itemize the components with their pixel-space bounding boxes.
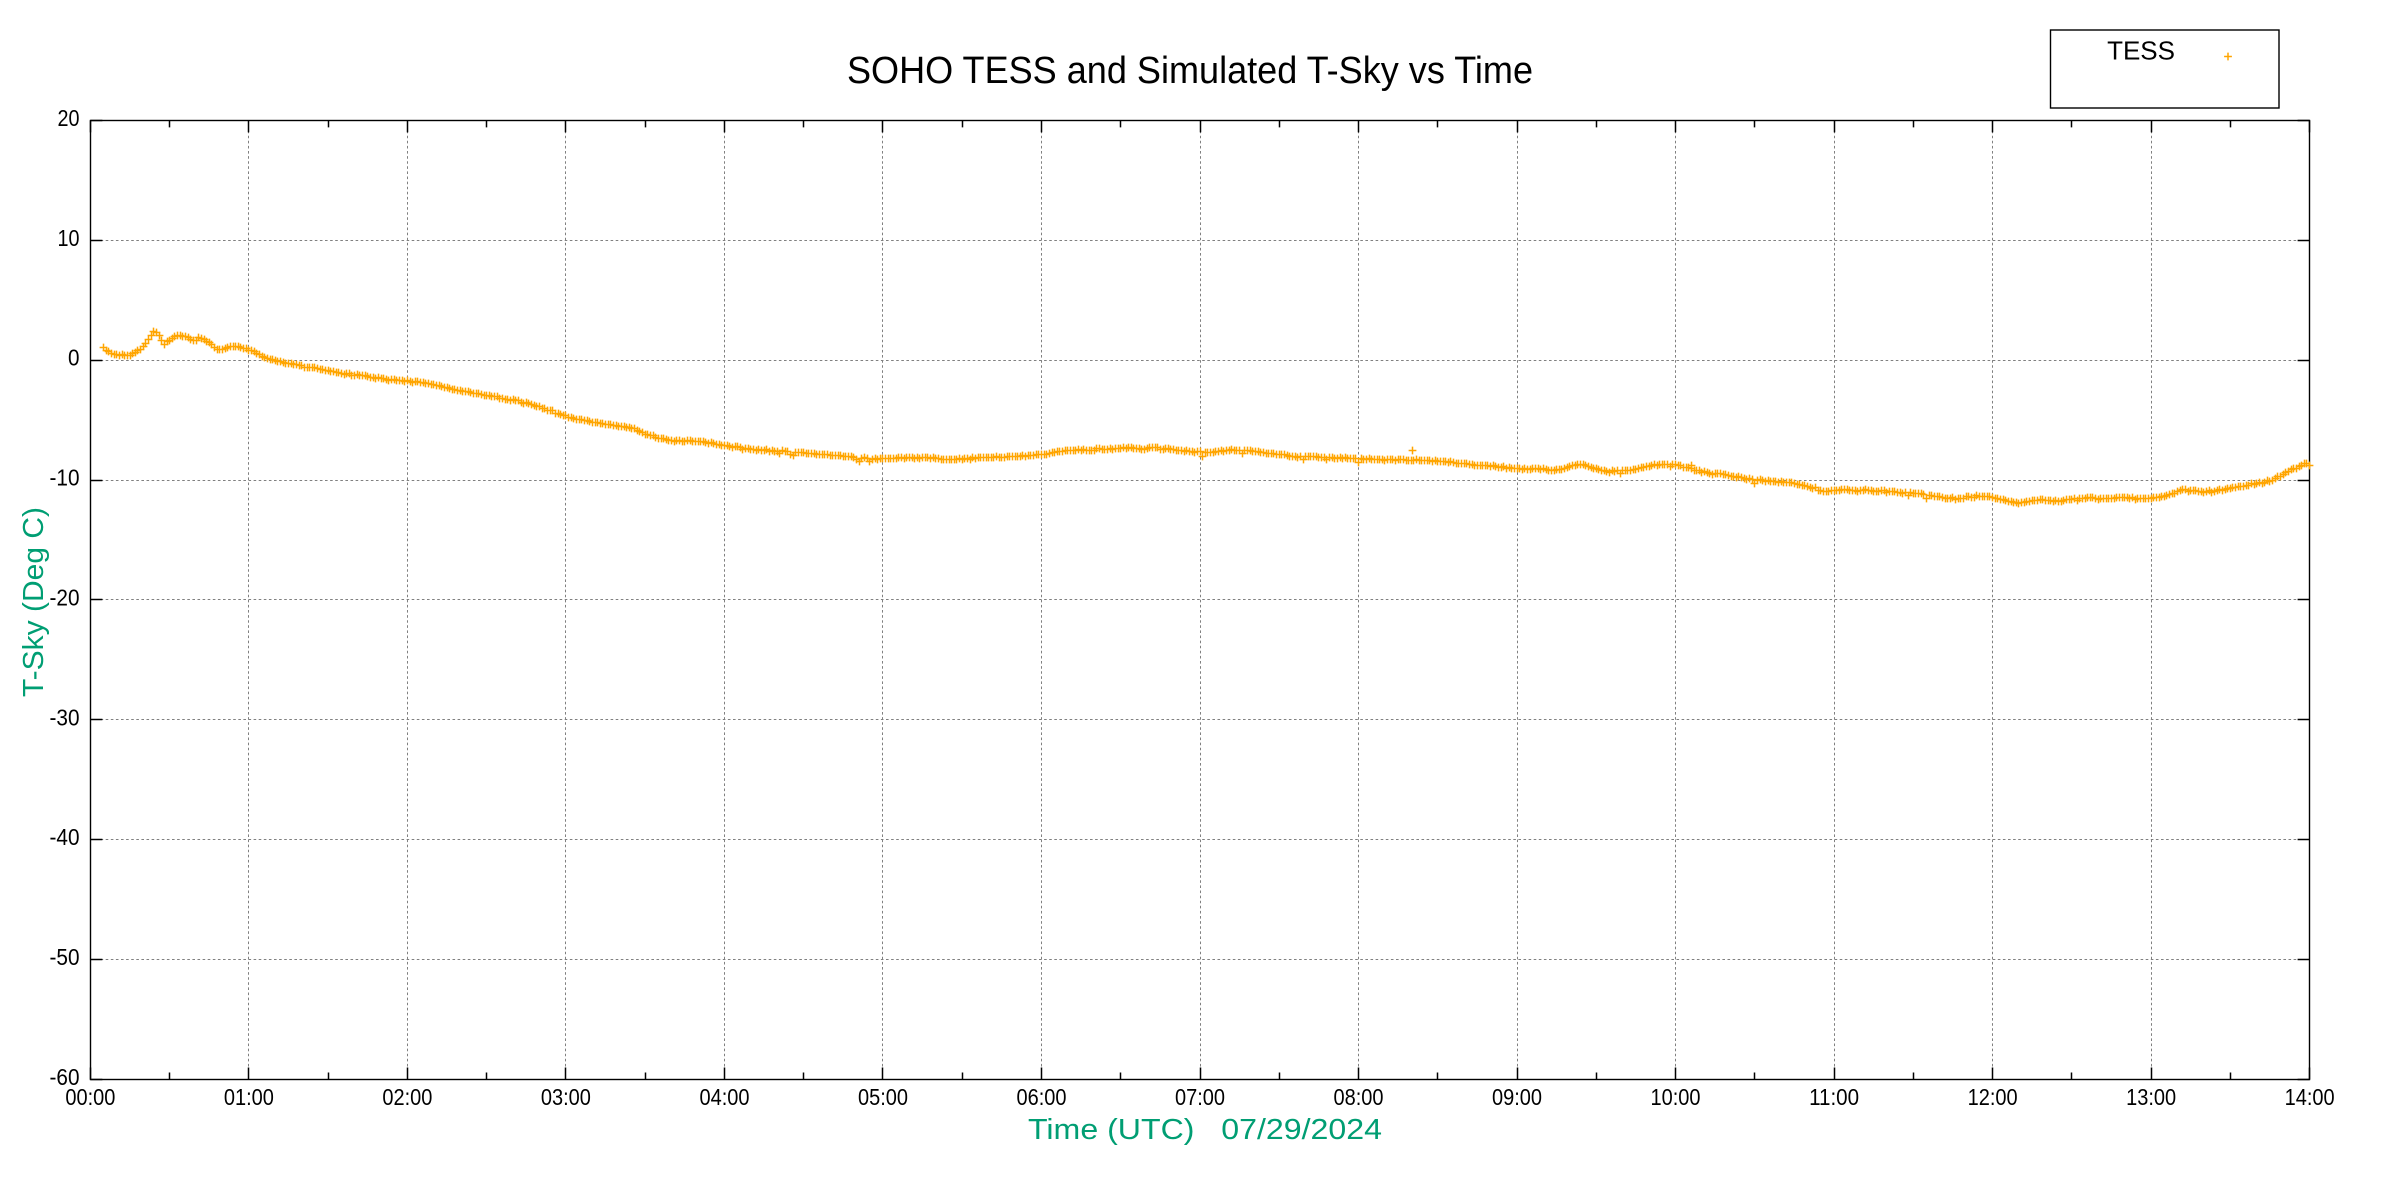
svg-text:14:00: 14:00 [2285, 1084, 2335, 1110]
svg-text:-50: -50 [50, 944, 80, 970]
svg-text:10: 10 [58, 225, 80, 251]
svg-text:SOHO TESS and Simulated T-Sky: SOHO TESS and Simulated T-Sky vs Time [847, 50, 1533, 92]
svg-text:20: 20 [58, 105, 80, 131]
svg-text:10:00: 10:00 [1651, 1084, 1701, 1110]
svg-text:Time (UTC) 07/29/2024: Time (UTC) 07/29/2024 [1028, 1114, 1382, 1146]
svg-text:08:00: 08:00 [1334, 1084, 1384, 1110]
svg-text:13:00: 13:00 [2126, 1084, 2176, 1110]
svg-text:07:00: 07:00 [1175, 1084, 1225, 1110]
svg-text:01:00: 01:00 [224, 1084, 274, 1110]
svg-text:TESS: TESS [2107, 36, 2175, 66]
svg-text:-30: -30 [50, 704, 80, 730]
svg-text:02:00: 02:00 [382, 1084, 432, 1110]
svg-text:-10: -10 [50, 465, 80, 491]
svg-text:05:00: 05:00 [858, 1084, 908, 1110]
svg-text:0: 0 [68, 345, 80, 371]
svg-text:03:00: 03:00 [541, 1084, 591, 1110]
svg-text:T-Sky (Deg C): T-Sky (Deg C) [18, 507, 50, 697]
svg-text:04:00: 04:00 [700, 1084, 750, 1110]
svg-text:-20: -20 [50, 584, 80, 610]
svg-text:-60: -60 [50, 1064, 80, 1090]
svg-text:12:00: 12:00 [1968, 1084, 2018, 1110]
svg-text:06:00: 06:00 [1017, 1084, 1067, 1110]
svg-text:09:00: 09:00 [1492, 1084, 1542, 1110]
svg-text:11:00: 11:00 [1809, 1084, 1859, 1110]
svg-text:-40: -40 [50, 824, 80, 850]
svg-text:00:00: 00:00 [65, 1084, 115, 1110]
